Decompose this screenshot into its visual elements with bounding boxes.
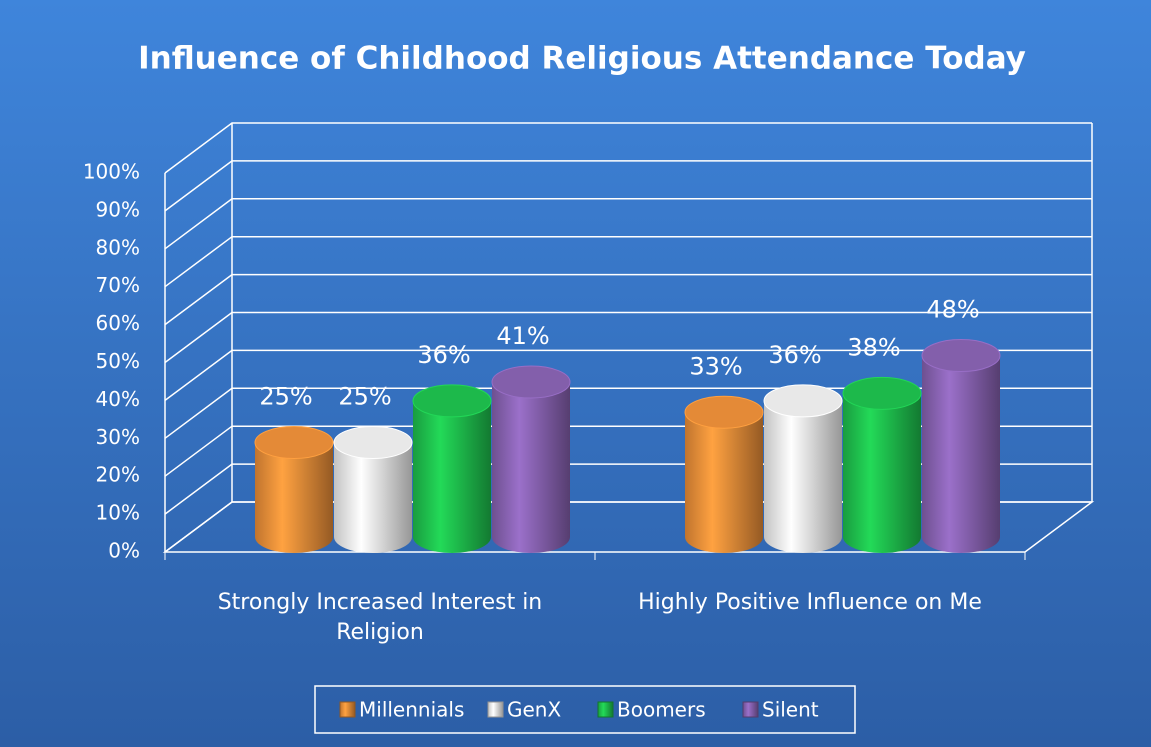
legend-swatch [742, 701, 759, 718]
y-tick-label: 70% [96, 273, 140, 297]
bar [842, 376, 922, 553]
bar [333, 426, 413, 553]
value-label: 36% [417, 341, 470, 369]
bar [763, 384, 843, 553]
bar [921, 339, 1001, 553]
value-label: 25% [338, 383, 391, 411]
bar-body [492, 382, 570, 537]
x-tick-label: Strongly Increased Interest in Religion [217, 590, 543, 645]
bar-base [492, 521, 570, 553]
bar-top [254, 426, 334, 459]
y-tick-label: 40% [96, 387, 140, 411]
legend-swatch [597, 701, 614, 718]
y-tick-label: 60% [96, 311, 140, 335]
value-label: 36% [768, 341, 821, 369]
legend-swatch [339, 701, 356, 718]
bar-top [842, 376, 922, 410]
value-label: 33% [689, 352, 742, 380]
y-tick-label: 30% [96, 425, 140, 449]
value-label: 48% [926, 296, 979, 324]
value-label: 41% [496, 322, 549, 350]
bar-base [843, 521, 921, 553]
grid-line [164, 349, 1092, 402]
legend-label: Millennials [359, 698, 464, 722]
legend-label: Boomers [617, 698, 706, 722]
bar-top [333, 426, 413, 459]
y-tick-label: 80% [96, 235, 140, 259]
legend-swatch [487, 701, 504, 718]
y-tick-label: 100% [83, 160, 140, 184]
bar-base [764, 521, 842, 553]
y-tick-label: 50% [96, 349, 140, 373]
value-label: 25% [259, 383, 312, 411]
bar-body [764, 400, 842, 537]
bar-top [684, 395, 764, 429]
y-tick-label: 10% [96, 501, 140, 525]
y-tick-label: 20% [96, 463, 140, 487]
bar [491, 365, 571, 553]
grid-line [164, 311, 1092, 364]
bar-body [843, 393, 921, 537]
bar-top [491, 365, 571, 399]
bar-base [255, 521, 333, 553]
y-tick-label: 0% [108, 539, 140, 563]
x-tick-label: Highly Positive Influence on Me [638, 590, 982, 615]
bar-top [921, 339, 1001, 373]
bar-base [413, 521, 491, 553]
bar [684, 395, 764, 553]
bar-top [763, 384, 843, 418]
bar [412, 384, 492, 553]
bar-base [685, 521, 763, 553]
y-tick-label: 90% [96, 197, 140, 221]
bar-body [685, 412, 763, 537]
bar-body [922, 355, 1000, 537]
bar-top [412, 384, 492, 418]
bar-base [922, 521, 1000, 553]
legend-label: GenX [507, 698, 561, 722]
grid-line [164, 235, 1092, 288]
chart-title: Influence of Childhood Religious Attenda… [138, 41, 1026, 77]
grid-line [164, 160, 1092, 212]
bar [254, 426, 334, 553]
bar-body [413, 400, 491, 537]
grid-line [164, 198, 1092, 250]
legend-label: Silent [762, 698, 819, 722]
legend-box [314, 685, 856, 734]
grid-line [164, 122, 1092, 174]
bar-base [334, 521, 412, 553]
grid-line [164, 273, 1092, 326]
value-label: 38% [847, 333, 900, 361]
